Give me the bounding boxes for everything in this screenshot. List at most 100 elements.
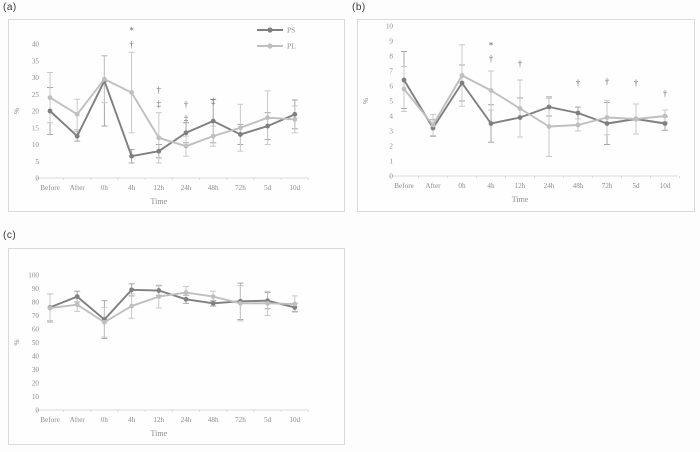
x-tick-label: 72h	[602, 182, 613, 190]
x-tick-label: Before	[40, 416, 60, 424]
legend-item-PL: PL	[257, 42, 296, 51]
x-tick-label: 72h	[235, 184, 246, 192]
series-line-PL	[49, 78, 296, 148]
y-tick-label: 3	[389, 128, 393, 136]
annotation-symbol: †	[576, 78, 581, 88]
annotation-symbol: †	[518, 59, 523, 69]
data-point-PL	[517, 106, 523, 111]
data-point-PL	[265, 300, 270, 306]
data-point-PL	[183, 290, 189, 295]
data-point-PL	[401, 86, 407, 92]
legend-label: PL	[287, 42, 296, 51]
annotation-symbol: †	[634, 78, 639, 88]
annotation-symbol: ‡	[184, 113, 189, 123]
x-tick-label: 0h	[101, 416, 109, 424]
y-tick-label: 30	[32, 74, 40, 82]
x-tick-label: After	[70, 416, 86, 424]
legend-label: PS	[287, 26, 295, 35]
x-tick-label: 4h	[128, 184, 136, 192]
data-point-PS	[210, 300, 216, 306]
y-tick-label: 6	[389, 83, 393, 91]
x-tick-label: 12h	[153, 184, 164, 192]
data-point-PS	[517, 115, 523, 120]
data-point-PL	[633, 116, 639, 122]
x-tick-label: 48h	[208, 416, 219, 424]
data-point-PL	[102, 319, 107, 325]
y-tick-label: 2	[389, 143, 393, 151]
data-point-PL	[575, 122, 581, 128]
data-point-PL	[662, 113, 668, 119]
x-tick-label: After	[70, 184, 86, 192]
y-tick-label: 35	[32, 57, 40, 65]
annotation-symbol: †	[129, 40, 134, 50]
series-line-PL	[49, 291, 296, 324]
y-axis-title: %	[361, 98, 370, 104]
data-point-PL	[238, 300, 243, 306]
x-axis-title: Time	[512, 195, 529, 204]
y-tick-label: 0	[35, 175, 39, 183]
data-point-PS	[47, 108, 53, 114]
y-tick-label: 8	[389, 53, 393, 61]
y-tick-label: 100	[28, 272, 39, 280]
x-tick-label: Before	[40, 184, 60, 192]
y-axis-title: %	[12, 108, 21, 114]
y-tick-label: 1	[389, 158, 393, 166]
x-tick-label: 12h	[153, 416, 164, 424]
data-point-PS	[265, 123, 270, 129]
panel-label-b: (b)	[352, 2, 366, 13]
y-tick-label: 50	[32, 339, 40, 347]
legend-item-PS: PS	[257, 26, 295, 35]
data-point-PL	[210, 133, 216, 139]
data-point-PS	[156, 288, 162, 293]
annotation-symbol: †	[663, 89, 668, 99]
data-point-PL	[238, 125, 243, 131]
data-point-PL	[292, 301, 298, 307]
data-point-PL	[129, 303, 134, 309]
panel-label-c: (c)	[3, 230, 17, 241]
data-point-PS	[292, 111, 298, 117]
annotation-symbol: †	[184, 99, 189, 109]
panel-chart-a: 0 5 10 15 20 25 30 35 40% Before After 0h 4h 12h 24h 48…	[8, 19, 345, 212]
annotation-symbol: †	[489, 54, 494, 64]
x-tick-label: 24h	[181, 416, 192, 424]
x-tick-label: 48h	[208, 184, 219, 192]
data-point-PL	[488, 88, 494, 93]
x-tick-label: 5d	[264, 416, 272, 424]
data-point-PS	[292, 305, 298, 310]
data-point-PS	[210, 118, 216, 124]
data-point-PS	[546, 104, 552, 110]
x-tick-label: 5d	[264, 184, 272, 192]
y-tick-label: 10	[386, 23, 394, 31]
legend-marker	[267, 43, 273, 49]
data-point-PS	[401, 77, 407, 83]
y-tick-label: 5	[389, 98, 393, 106]
data-point-PL	[546, 124, 552, 129]
y-tick-label: 10	[32, 141, 40, 149]
y-tick-label: 20	[32, 380, 40, 388]
y-tick-label: 80	[32, 299, 40, 307]
x-tick-label: 10d	[289, 416, 300, 424]
x-tick-label: After	[425, 182, 441, 190]
data-point-PL	[102, 76, 107, 82]
y-tick-label: 0	[389, 173, 393, 181]
data-point-PL	[292, 116, 298, 122]
chart-svg-a: 0 5 10 15 20 25 30 35 40% Before After 0h 4h 12h 24h 48…	[12, 26, 309, 206]
data-point-PS	[129, 153, 134, 159]
y-tick-label: 30	[32, 366, 40, 374]
annotation-symbol: *	[129, 26, 134, 36]
chart-svg-c: 0 10 20 30 40 50 60 70 80 90 100% Before After 0h 4h 12…	[12, 272, 309, 438]
x-axis-title: Time	[150, 197, 167, 206]
data-point-PS	[662, 121, 668, 126]
data-point-PL	[210, 294, 216, 299]
annotation-symbol: †	[605, 77, 610, 87]
y-tick-label: 15	[32, 124, 40, 132]
annotation-symbol: †	[157, 85, 162, 95]
data-point-PS	[74, 294, 80, 299]
legend-marker	[267, 27, 273, 33]
y-tick-label: 7	[389, 68, 393, 76]
data-point-PL	[430, 122, 436, 128]
data-point-PL	[74, 302, 80, 308]
data-point-PS	[238, 132, 243, 137]
data-point-PS	[575, 110, 581, 116]
